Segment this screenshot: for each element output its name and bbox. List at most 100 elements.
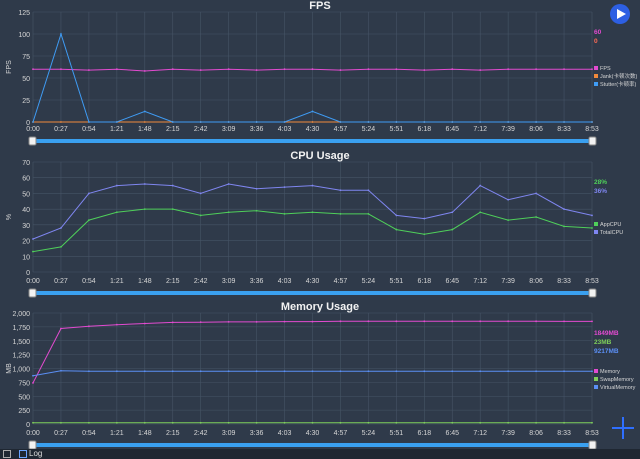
data-point [311,184,314,187]
x-tick-label: 7:39 [501,278,515,285]
data-point [283,320,286,323]
data-point [563,225,565,228]
x-tick-label: 8:33 [557,278,571,285]
x-tick-label: 5:51 [390,126,404,133]
memory-chart-title: Memory Usage [280,301,360,313]
data-point [423,421,426,424]
data-point [535,121,537,123]
x-tick-label: 7:12 [473,430,487,437]
data-point [60,68,62,71]
legend-swatch [594,66,598,70]
data-point [88,219,90,222]
data-point [255,370,258,373]
data-point [255,121,258,123]
data-point [591,370,593,373]
data-point [227,121,230,123]
data-point [339,189,342,192]
data-point [591,68,593,71]
x-tick-label: 8:53 [585,278,599,285]
x-tick-label: 2:15 [166,278,180,285]
x-tick-label: 2:42 [194,126,208,133]
data-point [395,68,398,71]
x-tick-label: 5:51 [390,278,404,285]
data-point [395,320,398,323]
y-tick-label: 20 [22,239,30,246]
legend-swatch [594,230,598,234]
data-point [115,370,118,373]
data-point [367,421,370,424]
range-slider-track [33,139,592,143]
data-point [311,320,314,323]
data-point [32,238,34,240]
range-slider-end-handle[interactable] [588,440,597,450]
range-slider-track [33,443,592,447]
x-tick-label: 0:54 [82,126,96,133]
legend-label: Memory [600,369,620,375]
data-point [143,421,146,424]
x-tick-label: 6:18 [417,278,431,285]
data-point [88,192,90,195]
data-point [367,320,370,323]
current-value: 0 [594,38,598,45]
data-point [171,370,174,373]
data-point [339,320,342,323]
data-point [32,68,34,71]
legend-swatch [594,377,598,381]
data-point [199,321,202,324]
range-slider-start-handle[interactable] [28,288,37,298]
x-tick-label: 1:48 [138,430,152,437]
data-point [171,208,174,211]
data-point [479,184,482,187]
legend-label: FPS [600,66,611,72]
data-point [395,370,398,373]
data-point [227,68,230,71]
add-icon[interactable] [612,417,634,439]
data-point [283,370,286,373]
x-tick-label: 2:15 [166,430,180,437]
legend-label: VirtualMemory [600,385,636,391]
current-value: 36% [594,188,607,195]
y-tick-label: 0 [26,120,30,127]
y-tick-label: 1,750 [12,325,30,332]
data-point [283,421,286,424]
play-button[interactable] [610,4,630,24]
legend-swatch [594,222,598,226]
data-point [115,68,118,71]
y-tick-label: 40 [22,207,30,214]
x-tick-label: 8:06 [529,126,543,133]
data-point [507,219,510,222]
y-axis-label: FPS [6,60,13,74]
data-point [339,370,342,373]
legend-swatch [594,369,598,373]
x-tick-label: 1:48 [138,126,152,133]
x-tick-label: 6:18 [417,126,431,133]
memory-chart: 0 250 500 750 1,000 1,250 1,500 1,750 2,000 0:00 0… [6,311,636,450]
data-point [88,370,90,373]
collapse-icon[interactable] [3,449,11,458]
x-tick-label: 4:03 [278,278,292,285]
legend-swatch [594,82,598,86]
range-slider-start-handle[interactable] [28,136,37,146]
data-point [60,421,62,424]
range-slider-end-handle[interactable] [588,136,597,146]
x-tick-label: 7:39 [501,126,515,133]
y-tick-label: 25 [22,98,30,105]
data-point [423,320,426,323]
data-point [32,421,34,424]
data-point [227,370,230,373]
data-point [423,121,426,123]
data-point [507,320,510,323]
data-point [171,121,174,123]
log-checkbox[interactable] [19,449,27,458]
x-tick-label: 4:03 [278,430,292,437]
data-point [591,227,593,229]
range-slider-start-handle[interactable] [28,440,37,450]
x-tick-label: 0:27 [54,430,68,437]
log-label[interactable]: Log [29,449,43,458]
data-point [283,186,286,189]
legend-swatch [594,74,598,78]
data-point [255,320,258,323]
range-slider-end-handle[interactable] [588,288,597,298]
x-tick-label: 0:27 [54,278,68,285]
x-tick-label: 6:45 [445,126,459,133]
